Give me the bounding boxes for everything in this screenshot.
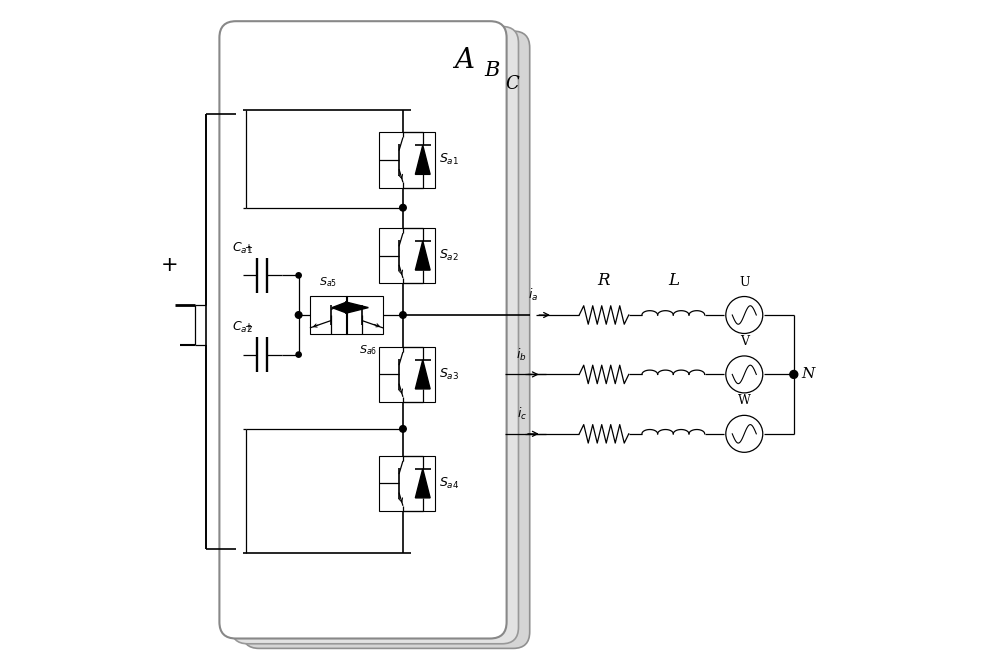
Text: $S_{a4}$: $S_{a4}$ [439, 476, 459, 491]
Text: W: W [738, 394, 751, 408]
Bar [379, 455, 435, 511]
Bar [310, 296, 347, 334]
Text: $S_{a5}$: $S_{a5}$ [319, 275, 337, 289]
FancyBboxPatch shape [219, 21, 507, 638]
Circle shape [296, 352, 301, 357]
Text: +: + [161, 255, 179, 276]
Polygon shape [346, 302, 368, 313]
Text: R: R [598, 272, 610, 288]
Polygon shape [332, 302, 347, 313]
Text: $i_a$: $i_a$ [528, 287, 538, 303]
FancyBboxPatch shape [231, 27, 518, 644]
Circle shape [790, 371, 798, 379]
Bar [379, 347, 435, 402]
Bar [346, 296, 383, 334]
Text: $i_c$: $i_c$ [517, 406, 527, 422]
Text: U: U [739, 276, 750, 288]
Text: $S_{a2}$: $S_{a2}$ [439, 248, 459, 263]
Text: C: C [505, 75, 519, 93]
Circle shape [400, 312, 406, 318]
Text: $S_{a3}$: $S_{a3}$ [439, 367, 459, 382]
Polygon shape [415, 360, 430, 389]
Text: $C_{a1}$: $C_{a1}$ [232, 241, 253, 255]
Polygon shape [415, 469, 430, 498]
Circle shape [295, 312, 302, 318]
Text: N: N [802, 367, 815, 381]
Text: V: V [740, 335, 749, 348]
Circle shape [400, 426, 406, 432]
Polygon shape [415, 241, 430, 270]
Text: +: + [245, 243, 253, 253]
Text: A: A [454, 47, 474, 74]
Bar [379, 228, 435, 283]
Text: $S_{a6}$: $S_{a6}$ [359, 343, 377, 357]
Text: $S_{a1}$: $S_{a1}$ [439, 152, 459, 167]
Circle shape [400, 204, 406, 211]
FancyBboxPatch shape [243, 31, 530, 648]
Bar [379, 132, 435, 188]
Text: +: + [245, 322, 253, 332]
Text: L: L [668, 272, 679, 288]
Text: B: B [484, 61, 500, 80]
Polygon shape [415, 145, 430, 174]
Text: $C_{a2}$: $C_{a2}$ [232, 320, 253, 335]
Text: $i_b$: $i_b$ [516, 347, 527, 363]
Circle shape [296, 272, 301, 278]
